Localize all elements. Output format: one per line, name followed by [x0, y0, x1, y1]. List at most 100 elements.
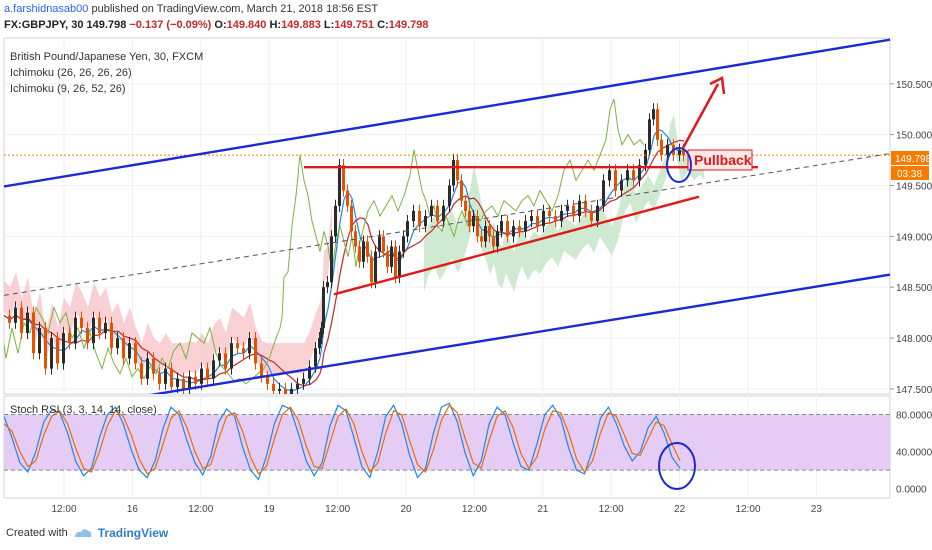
high-value: 149.883 — [281, 19, 321, 31]
time-tick-label: 23 — [811, 504, 823, 515]
candle-body — [230, 343, 233, 369]
candle-body — [38, 327, 41, 354]
candle-body — [626, 170, 629, 181]
candle-body — [638, 165, 641, 181]
last-price: 149.798 — [86, 19, 127, 31]
target-arrowhead — [709, 76, 726, 95]
candle-body — [488, 226, 491, 237]
trendline-lower-channel — [149, 273, 890, 394]
candle-body — [378, 236, 381, 252]
candle-body — [468, 210, 471, 227]
candle-body — [518, 226, 521, 232]
candle-body — [56, 338, 59, 364]
candle-body — [682, 149, 685, 156]
price-tick-label: 149.500 — [896, 181, 932, 192]
pullback-label: Pullback — [694, 152, 752, 168]
indicator-label-1: Ichimoku (26, 26, 26, 26) — [10, 67, 132, 79]
candle-body — [164, 368, 167, 384]
symbol-label: FX:GBPJPY, 30 — [4, 19, 84, 31]
published-text: published on TradingView.com, March 21, … — [91, 3, 379, 15]
candle-body — [296, 383, 299, 389]
candle-body — [394, 246, 397, 278]
time-tick-label: 12:00 — [735, 504, 760, 515]
kijun-line — [4, 139, 685, 387]
candle-body — [524, 221, 527, 232]
price-tick-label: 150.000 — [896, 131, 932, 142]
candle-body — [318, 338, 321, 349]
candle-body — [248, 338, 251, 354]
candle-body — [104, 322, 107, 333]
candle-body — [8, 315, 11, 323]
candle-body — [212, 360, 215, 379]
candle-body — [44, 327, 47, 369]
trendlines — [4, 38, 890, 394]
price-tick-label: 149.000 — [896, 232, 932, 243]
candle-body — [572, 205, 575, 216]
candle-body — [362, 241, 365, 262]
candle-body — [402, 236, 405, 252]
candle-body — [506, 221, 509, 237]
candle-body — [302, 378, 305, 384]
price-tick-label: 148.500 — [896, 283, 932, 294]
pullback-circle[interactable] — [666, 147, 692, 183]
candle-body — [492, 236, 495, 247]
created-with-text: Created with — [6, 527, 68, 539]
candle-body — [608, 170, 611, 181]
axes: 147.500 148.000 148.500 149.000 149.500 150.0… — [51, 80, 932, 515]
candle-body — [122, 338, 125, 359]
candle-body — [430, 205, 433, 216]
candle-body — [390, 246, 393, 267]
candle-body — [50, 338, 53, 369]
candle-body — [412, 210, 415, 222]
candle-body — [666, 144, 669, 155]
candle-body — [278, 388, 281, 391]
candle-body — [500, 221, 503, 232]
candle-body — [602, 180, 605, 206]
candle-body — [86, 327, 89, 344]
candle-body — [80, 317, 83, 328]
candle-body — [656, 109, 659, 140]
time-tick-label: 12:00 — [325, 504, 350, 515]
stoch-circle[interactable] — [658, 442, 696, 490]
price-badge — [891, 151, 929, 165]
candle-body — [620, 180, 623, 191]
candle-body — [652, 109, 655, 120]
time-tick-label: 12:00 — [462, 504, 487, 515]
candle-body — [452, 160, 455, 186]
trendline-rising-support — [333, 195, 700, 296]
pullback-box[interactable] — [687, 149, 753, 171]
candle-body — [460, 180, 463, 201]
candle-body — [92, 317, 95, 344]
candle-body — [188, 376, 191, 389]
candle-body — [128, 343, 131, 359]
candle-body — [386, 251, 389, 267]
candle-body — [334, 205, 337, 237]
tradingview-logo-icon — [74, 529, 92, 537]
candle-body — [284, 388, 287, 394]
candle-body — [170, 368, 173, 387]
candle-body — [290, 388, 293, 394]
candle-body — [272, 383, 275, 391]
candle-body — [472, 216, 475, 227]
candle-body — [26, 312, 29, 333]
candle-body — [346, 190, 349, 206]
candle-body — [456, 160, 459, 181]
candle-body — [182, 378, 185, 389]
candle-body — [330, 236, 333, 283]
stoch-tick-label: 0.0000 — [896, 485, 927, 496]
target-arrow[interactable] — [681, 83, 720, 149]
candle-body — [632, 170, 635, 181]
low-value: 149.751 — [334, 19, 375, 31]
author-link[interactable]: a.farshidnasab00 — [4, 3, 89, 15]
candle-body — [68, 332, 71, 344]
candle-body — [14, 307, 17, 323]
tradingview-brand[interactable]: TradingView — [97, 526, 169, 540]
candle-body — [382, 236, 385, 252]
candle-body — [200, 368, 203, 384]
candle-body — [218, 353, 221, 361]
candle-body — [140, 363, 143, 379]
footer: Created with TradingView — [6, 526, 168, 540]
candle-body — [590, 210, 593, 222]
candle-body — [374, 251, 377, 283]
